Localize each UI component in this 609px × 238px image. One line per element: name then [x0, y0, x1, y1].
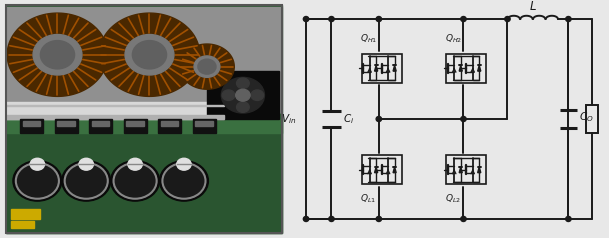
Bar — [5, 102, 224, 119]
Circle shape — [303, 216, 309, 222]
Circle shape — [128, 158, 143, 170]
Polygon shape — [99, 13, 200, 96]
Text: $L$: $L$ — [529, 0, 537, 13]
Circle shape — [461, 16, 466, 22]
Circle shape — [16, 163, 59, 199]
Text: $Q_{H1}$: $Q_{H1}$ — [360, 33, 378, 45]
Polygon shape — [7, 13, 108, 96]
Polygon shape — [375, 167, 378, 173]
Bar — [192, 119, 216, 133]
Bar — [161, 121, 178, 126]
Circle shape — [566, 216, 571, 222]
Bar — [124, 119, 147, 133]
Circle shape — [194, 56, 220, 77]
Polygon shape — [393, 167, 396, 173]
Polygon shape — [459, 167, 462, 173]
Circle shape — [505, 16, 510, 22]
Bar — [158, 119, 181, 133]
Circle shape — [79, 158, 93, 170]
Circle shape — [198, 59, 216, 74]
Circle shape — [33, 35, 82, 75]
Polygon shape — [477, 167, 481, 173]
Text: $Q_{L2}$: $Q_{L2}$ — [445, 193, 461, 205]
Circle shape — [177, 158, 191, 170]
Circle shape — [30, 158, 44, 170]
Bar — [57, 121, 75, 126]
Bar — [195, 121, 213, 126]
Bar — [5, 114, 282, 133]
Bar — [5, 114, 282, 233]
Circle shape — [376, 116, 382, 122]
Polygon shape — [459, 65, 462, 71]
Bar — [55, 119, 77, 133]
Bar — [127, 121, 144, 126]
Circle shape — [13, 161, 62, 201]
Circle shape — [132, 41, 167, 69]
Circle shape — [163, 163, 205, 199]
Text: $Q_{L1}$: $Q_{L1}$ — [360, 193, 376, 205]
Bar — [207, 71, 279, 119]
Circle shape — [125, 35, 174, 75]
Circle shape — [236, 102, 249, 112]
Circle shape — [111, 161, 160, 201]
Circle shape — [160, 161, 208, 201]
Circle shape — [303, 16, 309, 22]
Circle shape — [40, 41, 74, 69]
Bar — [92, 121, 109, 126]
Text: $Q_{H2}$: $Q_{H2}$ — [445, 33, 462, 45]
Bar — [362, 155, 401, 184]
Circle shape — [461, 116, 466, 122]
Circle shape — [65, 163, 108, 199]
Bar — [89, 119, 112, 133]
Polygon shape — [375, 65, 378, 71]
Circle shape — [222, 90, 235, 100]
Bar — [23, 121, 40, 126]
Text: $V_{in}$: $V_{in}$ — [281, 112, 296, 126]
Circle shape — [221, 77, 264, 113]
Polygon shape — [393, 65, 396, 71]
Bar — [12, 221, 35, 228]
Text: $C_O$: $C_O$ — [579, 110, 594, 124]
Bar — [20, 119, 43, 133]
Circle shape — [236, 78, 249, 89]
Circle shape — [236, 89, 250, 101]
Bar — [446, 155, 486, 184]
Circle shape — [376, 16, 382, 22]
Circle shape — [566, 16, 571, 22]
Text: $C_i$: $C_i$ — [343, 112, 354, 126]
Circle shape — [461, 216, 466, 222]
Circle shape — [251, 90, 264, 100]
Circle shape — [62, 161, 111, 201]
Bar — [362, 54, 401, 83]
Bar — [586, 105, 598, 133]
Polygon shape — [477, 65, 481, 71]
Bar — [5, 105, 224, 106]
Bar — [12, 209, 40, 219]
Polygon shape — [180, 44, 234, 89]
Circle shape — [113, 163, 157, 199]
Circle shape — [329, 16, 334, 22]
Circle shape — [376, 216, 382, 222]
Bar — [5, 7, 282, 114]
Circle shape — [329, 216, 334, 222]
Bar — [5, 115, 224, 119]
Bar — [446, 54, 486, 83]
